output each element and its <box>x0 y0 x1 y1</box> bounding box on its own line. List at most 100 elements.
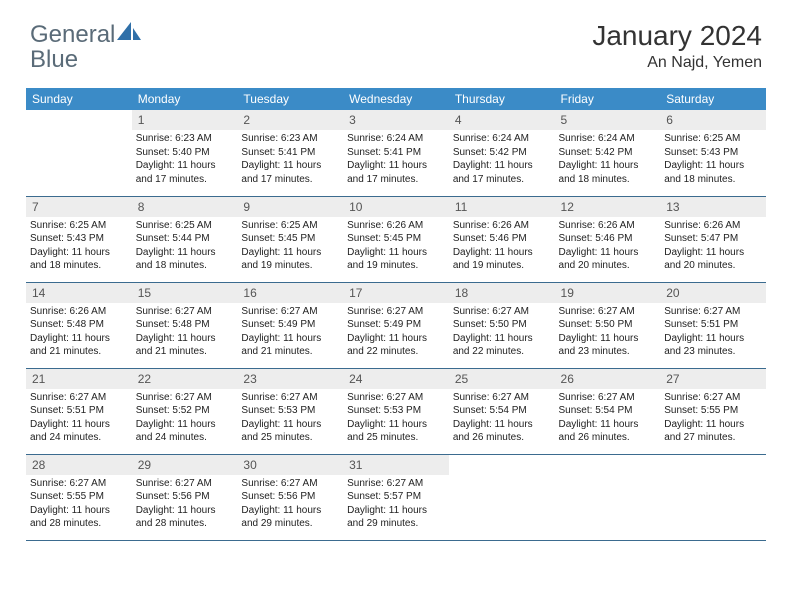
sunrise-text: Sunrise: 6:27 AM <box>241 477 339 491</box>
day-data: Sunrise: 6:27 AMSunset: 5:49 PMDaylight:… <box>237 303 343 363</box>
title-block: January 2024 An Najd, Yemen <box>592 20 762 72</box>
day-data: Sunrise: 6:25 AMSunset: 5:43 PMDaylight:… <box>660 130 766 190</box>
sunset-text: Sunset: 5:45 PM <box>241 232 339 246</box>
day-number <box>660 455 766 475</box>
weekday-header: Saturday <box>660 88 766 110</box>
sunset-text: Sunset: 5:48 PM <box>30 318 128 332</box>
daylight-text: Daylight: 11 hours and 26 minutes. <box>453 418 551 445</box>
weekday-header: Thursday <box>449 88 555 110</box>
day-number: 27 <box>660 369 766 389</box>
sunrise-text: Sunrise: 6:27 AM <box>30 391 128 405</box>
day-number: 12 <box>555 197 661 217</box>
sunset-text: Sunset: 5:53 PM <box>241 404 339 418</box>
calendar-head: SundayMondayTuesdayWednesdayThursdayFrid… <box>26 88 766 110</box>
calendar-cell: 12Sunrise: 6:26 AMSunset: 5:46 PMDayligh… <box>555 196 661 282</box>
brand-text-2: Blue <box>30 46 78 74</box>
daylight-text: Daylight: 11 hours and 28 minutes. <box>30 504 128 531</box>
day-data: Sunrise: 6:27 AMSunset: 5:53 PMDaylight:… <box>343 389 449 449</box>
day-data: Sunrise: 6:26 AMSunset: 5:45 PMDaylight:… <box>343 217 449 277</box>
daylight-text: Daylight: 11 hours and 24 minutes. <box>136 418 234 445</box>
day-number: 29 <box>132 455 238 475</box>
sunset-text: Sunset: 5:50 PM <box>453 318 551 332</box>
day-number: 28 <box>26 455 132 475</box>
sunset-text: Sunset: 5:45 PM <box>347 232 445 246</box>
weekday-header: Sunday <box>26 88 132 110</box>
sunrise-text: Sunrise: 6:26 AM <box>30 305 128 319</box>
sunset-text: Sunset: 5:41 PM <box>347 146 445 160</box>
day-number: 25 <box>449 369 555 389</box>
sunset-text: Sunset: 5:51 PM <box>30 404 128 418</box>
day-data: Sunrise: 6:25 AMSunset: 5:44 PMDaylight:… <box>132 217 238 277</box>
day-number: 16 <box>237 283 343 303</box>
sunrise-text: Sunrise: 6:27 AM <box>559 305 657 319</box>
day-number: 21 <box>26 369 132 389</box>
calendar-cell: 29Sunrise: 6:27 AMSunset: 5:56 PMDayligh… <box>132 454 238 540</box>
daylight-text: Daylight: 11 hours and 17 minutes. <box>347 159 445 186</box>
daylight-text: Daylight: 11 hours and 22 minutes. <box>453 332 551 359</box>
day-data: Sunrise: 6:27 AMSunset: 5:54 PMDaylight:… <box>555 389 661 449</box>
daylight-text: Daylight: 11 hours and 17 minutes. <box>136 159 234 186</box>
day-data: Sunrise: 6:26 AMSunset: 5:46 PMDaylight:… <box>449 217 555 277</box>
day-number: 6 <box>660 110 766 130</box>
day-number: 13 <box>660 197 766 217</box>
calendar-row: 7Sunrise: 6:25 AMSunset: 5:43 PMDaylight… <box>26 196 766 282</box>
calendar-cell: 2Sunrise: 6:23 AMSunset: 5:41 PMDaylight… <box>237 110 343 196</box>
day-number: 19 <box>555 283 661 303</box>
calendar-cell: 3Sunrise: 6:24 AMSunset: 5:41 PMDaylight… <box>343 110 449 196</box>
sunrise-text: Sunrise: 6:24 AM <box>347 132 445 146</box>
calendar-cell <box>555 454 661 540</box>
sunrise-text: Sunrise: 6:25 AM <box>664 132 762 146</box>
sunset-text: Sunset: 5:53 PM <box>347 404 445 418</box>
calendar-cell: 28Sunrise: 6:27 AMSunset: 5:55 PMDayligh… <box>26 454 132 540</box>
sunset-text: Sunset: 5:41 PM <box>241 146 339 160</box>
location-label: An Najd, Yemen <box>592 54 762 72</box>
day-number: 30 <box>237 455 343 475</box>
day-number: 22 <box>132 369 238 389</box>
day-data: Sunrise: 6:23 AMSunset: 5:41 PMDaylight:… <box>237 130 343 190</box>
daylight-text: Daylight: 11 hours and 19 minutes. <box>241 246 339 273</box>
calendar-cell: 27Sunrise: 6:27 AMSunset: 5:55 PMDayligh… <box>660 368 766 454</box>
day-data: Sunrise: 6:27 AMSunset: 5:50 PMDaylight:… <box>555 303 661 363</box>
day-data: Sunrise: 6:27 AMSunset: 5:56 PMDaylight:… <box>237 475 343 535</box>
daylight-text: Daylight: 11 hours and 21 minutes. <box>136 332 234 359</box>
sunrise-text: Sunrise: 6:27 AM <box>664 391 762 405</box>
day-data: Sunrise: 6:25 AMSunset: 5:45 PMDaylight:… <box>237 217 343 277</box>
day-number: 11 <box>449 197 555 217</box>
calendar-row: 21Sunrise: 6:27 AMSunset: 5:51 PMDayligh… <box>26 368 766 454</box>
sunset-text: Sunset: 5:48 PM <box>136 318 234 332</box>
calendar-cell <box>26 110 132 196</box>
daylight-text: Daylight: 11 hours and 26 minutes. <box>559 418 657 445</box>
sunrise-text: Sunrise: 6:26 AM <box>664 219 762 233</box>
day-data: Sunrise: 6:27 AMSunset: 5:51 PMDaylight:… <box>660 303 766 363</box>
sunset-text: Sunset: 5:57 PM <box>347 490 445 504</box>
day-data: Sunrise: 6:27 AMSunset: 5:54 PMDaylight:… <box>449 389 555 449</box>
sunset-text: Sunset: 5:51 PM <box>664 318 762 332</box>
calendar-cell <box>660 454 766 540</box>
day-number: 8 <box>132 197 238 217</box>
sunrise-text: Sunrise: 6:24 AM <box>453 132 551 146</box>
sunset-text: Sunset: 5:55 PM <box>664 404 762 418</box>
calendar-cell: 20Sunrise: 6:27 AMSunset: 5:51 PMDayligh… <box>660 282 766 368</box>
sunrise-text: Sunrise: 6:24 AM <box>559 132 657 146</box>
day-number: 26 <box>555 369 661 389</box>
calendar-row: 1Sunrise: 6:23 AMSunset: 5:40 PMDaylight… <box>26 110 766 196</box>
day-data: Sunrise: 6:27 AMSunset: 5:56 PMDaylight:… <box>132 475 238 535</box>
calendar-cell: 4Sunrise: 6:24 AMSunset: 5:42 PMDaylight… <box>449 110 555 196</box>
daylight-text: Daylight: 11 hours and 28 minutes. <box>136 504 234 531</box>
day-data: Sunrise: 6:27 AMSunset: 5:51 PMDaylight:… <box>26 389 132 449</box>
day-number <box>26 110 132 130</box>
day-number <box>449 455 555 475</box>
calendar-cell: 1Sunrise: 6:23 AMSunset: 5:40 PMDaylight… <box>132 110 238 196</box>
calendar-cell: 21Sunrise: 6:27 AMSunset: 5:51 PMDayligh… <box>26 368 132 454</box>
calendar-cell: 16Sunrise: 6:27 AMSunset: 5:49 PMDayligh… <box>237 282 343 368</box>
day-number: 23 <box>237 369 343 389</box>
calendar-body: 1Sunrise: 6:23 AMSunset: 5:40 PMDaylight… <box>26 110 766 540</box>
daylight-text: Daylight: 11 hours and 25 minutes. <box>347 418 445 445</box>
sunset-text: Sunset: 5:43 PM <box>30 232 128 246</box>
day-data: Sunrise: 6:26 AMSunset: 5:46 PMDaylight:… <box>555 217 661 277</box>
daylight-text: Daylight: 11 hours and 19 minutes. <box>347 246 445 273</box>
calendar-cell: 23Sunrise: 6:27 AMSunset: 5:53 PMDayligh… <box>237 368 343 454</box>
daylight-text: Daylight: 11 hours and 29 minutes. <box>347 504 445 531</box>
day-number: 31 <box>343 455 449 475</box>
day-data: Sunrise: 6:27 AMSunset: 5:55 PMDaylight:… <box>660 389 766 449</box>
